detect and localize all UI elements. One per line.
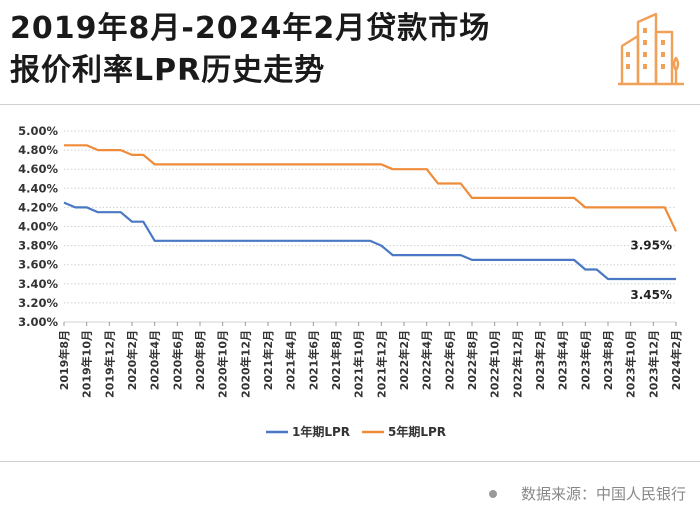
legend-label: 1年期LPR bbox=[292, 424, 350, 439]
y-tick-label: 3.40% bbox=[18, 277, 58, 291]
x-tick-label: 2023年10月 bbox=[624, 330, 638, 398]
y-tick-label: 4.40% bbox=[18, 181, 58, 195]
x-tick-label: 2019年8月 bbox=[57, 330, 71, 390]
series-line-5年期LPR bbox=[64, 144, 677, 232]
x-tick-label: 2020年6月 bbox=[170, 330, 184, 390]
legend: 1年期LPR 5年期LPR bbox=[266, 424, 446, 439]
y-tick-label: 3.00% bbox=[18, 315, 58, 329]
x-tick-label: 2020年12月 bbox=[238, 330, 252, 398]
x-axis-ticks: 2019年8月 2019年10月 2019年12月 2020年2月 2020年4月 202… bbox=[57, 322, 683, 398]
x-tick-label: 2023年12月 bbox=[646, 330, 660, 398]
y-tick-label: 4.80% bbox=[18, 143, 58, 157]
x-tick-label: 2022年4月 bbox=[420, 330, 434, 390]
y-tick-label: 4.60% bbox=[18, 162, 58, 176]
title-line-2: 报价利率LPR历史走势 bbox=[10, 53, 326, 88]
x-tick-label: 2019年10月 bbox=[80, 330, 94, 398]
y-tick-label: 3.60% bbox=[18, 258, 58, 272]
chart-title: 2019年8月-2024年2月贷款市场 报价利率LPR历史走势 bbox=[10, 8, 570, 92]
x-tick-label: 2021年6月 bbox=[306, 330, 320, 390]
series-line-1年期LPR bbox=[63, 201, 676, 281]
x-tick-label: 2022年6月 bbox=[442, 330, 456, 390]
end-label-1y: 3.45% bbox=[630, 288, 672, 302]
y-tick-label: 4.00% bbox=[18, 220, 58, 234]
gridlines bbox=[64, 130, 676, 323]
data-source: 数据来源：中国人民银行 bbox=[488, 483, 686, 504]
x-tick-label: 2023年2月 bbox=[533, 330, 547, 390]
x-tick-label: 2021年4月 bbox=[284, 330, 298, 390]
y-tick-label: 3.20% bbox=[18, 296, 58, 310]
x-tick-label: 2021年12月 bbox=[374, 330, 388, 398]
series-lines bbox=[63, 144, 677, 281]
bottom-divider bbox=[0, 461, 700, 462]
x-tick-label: 2021年2月 bbox=[261, 330, 275, 390]
x-tick-label: 2020年2月 bbox=[125, 330, 139, 390]
x-tick-label: 2022年8月 bbox=[465, 330, 479, 390]
x-tick-label: 2022年2月 bbox=[397, 330, 411, 390]
x-tick-label: 2020年10月 bbox=[216, 330, 230, 398]
top-divider bbox=[0, 104, 700, 105]
y-tick-label: 3.80% bbox=[18, 239, 58, 253]
x-tick-label: 2021年8月 bbox=[329, 330, 343, 390]
bullet-icon bbox=[488, 489, 497, 498]
x-tick-label: 2022年10月 bbox=[488, 330, 502, 398]
y-tick-label: 4.20% bbox=[18, 200, 58, 214]
x-tick-label: 2023年8月 bbox=[601, 330, 615, 390]
x-tick-label: 2024年2月 bbox=[669, 330, 683, 390]
end-label-5y: 3.95% bbox=[630, 238, 672, 252]
x-tick-label: 2020年4月 bbox=[148, 330, 162, 390]
city-buildings-icon bbox=[618, 12, 684, 86]
x-tick-label: 2023年6月 bbox=[578, 330, 592, 390]
y-axis-ticks: 3.00% 3.20% 3.40% 3.60% 3.80% 4.00% 4.20% 4.40%… bbox=[18, 124, 58, 329]
y-tick-label: 5.00% bbox=[18, 124, 58, 138]
x-tick-label: 2022年12月 bbox=[510, 330, 524, 398]
title-line-1: 2019年8月-2024年2月贷款市场 bbox=[10, 11, 491, 46]
lpr-line-chart: 3.00% 3.20% 3.40% 3.60% 3.80% 4.00% 4.20% 4.40%… bbox=[18, 124, 683, 439]
end-labels: 3.95% 3.45% bbox=[630, 238, 672, 302]
source-text: 数据来源：中国人民银行 bbox=[520, 485, 686, 503]
x-tick-label: 2020年8月 bbox=[193, 330, 207, 390]
x-tick-label: 2019年12月 bbox=[102, 330, 116, 398]
x-tick-label: 2023年4月 bbox=[556, 330, 570, 390]
x-tick-label: 2021年10月 bbox=[352, 330, 366, 398]
legend-label: 5年期LPR bbox=[388, 424, 446, 439]
